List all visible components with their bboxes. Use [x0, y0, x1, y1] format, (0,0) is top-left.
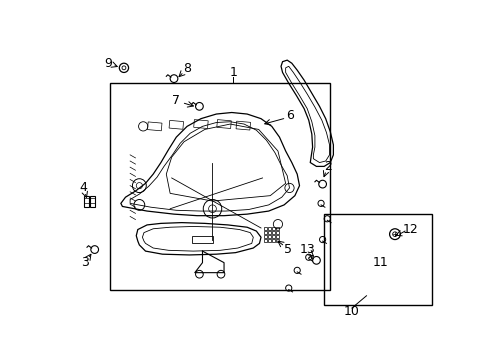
Bar	[264, 235, 266, 238]
Bar	[169, 120, 183, 129]
Bar	[271, 227, 274, 230]
Bar	[90, 197, 95, 207]
Bar	[324, 214, 431, 305]
Bar	[191, 236, 213, 243]
Bar	[110, 83, 329, 289]
Bar	[236, 121, 250, 130]
Bar	[193, 120, 208, 129]
Bar	[264, 231, 266, 234]
Text: 5: 5	[284, 243, 291, 256]
Text: 13: 13	[299, 243, 314, 256]
Bar	[275, 231, 278, 234]
Bar	[271, 239, 274, 242]
Text: 4: 4	[79, 181, 87, 194]
Text: 11: 11	[372, 256, 387, 269]
Bar	[147, 122, 162, 131]
Bar	[264, 239, 266, 242]
Bar	[275, 235, 278, 238]
Text: 3: 3	[81, 256, 89, 269]
Text: 1: 1	[229, 66, 237, 79]
Text: 6: 6	[286, 109, 294, 122]
Text: 2: 2	[324, 160, 331, 173]
Bar	[267, 239, 270, 242]
Bar	[271, 231, 274, 234]
Text: 7: 7	[172, 94, 180, 107]
Text: 10: 10	[343, 305, 359, 318]
Text: 9: 9	[104, 58, 112, 71]
Bar	[267, 231, 270, 234]
Bar	[267, 235, 270, 238]
Bar	[264, 227, 266, 230]
Bar	[275, 227, 278, 230]
Bar	[267, 227, 270, 230]
Text: 8: 8	[183, 62, 191, 75]
Bar	[271, 235, 274, 238]
Bar	[216, 120, 231, 129]
Bar	[84, 197, 88, 207]
Bar	[275, 239, 278, 242]
Text: 12: 12	[402, 223, 417, 236]
